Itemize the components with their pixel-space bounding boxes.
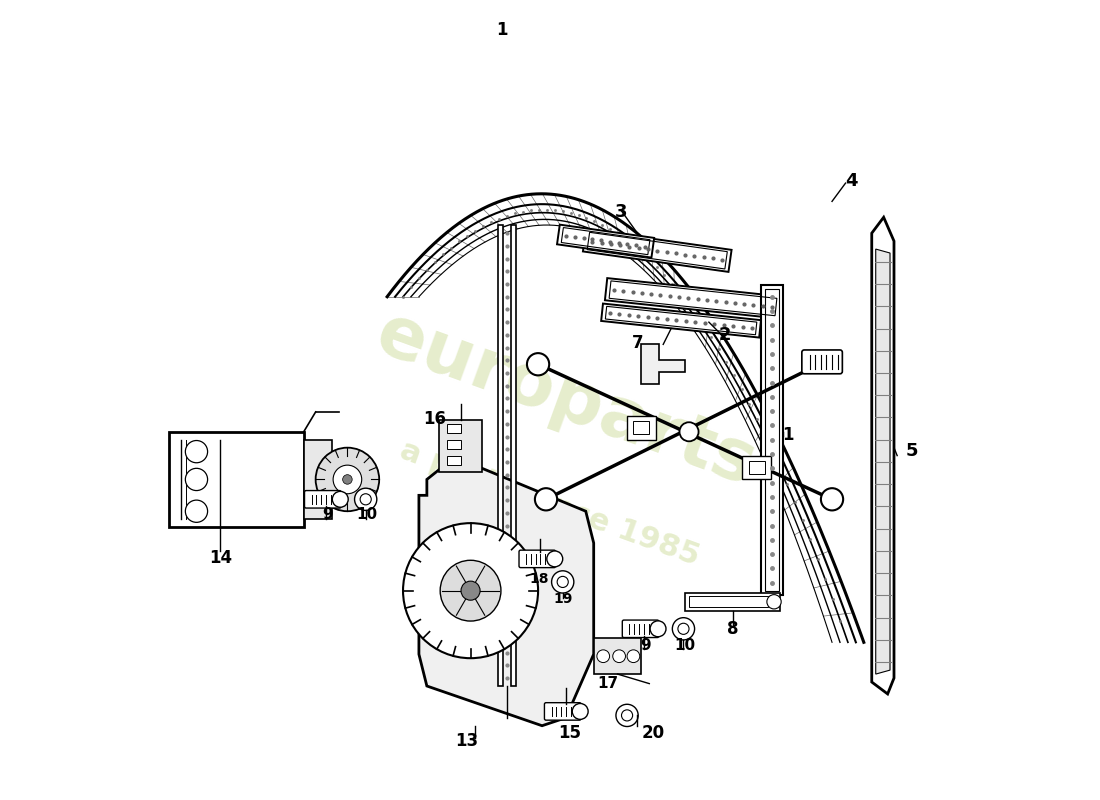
Circle shape [316, 448, 380, 511]
Circle shape [333, 465, 362, 494]
Text: 19: 19 [553, 591, 573, 606]
Text: 9: 9 [640, 638, 650, 654]
Circle shape [558, 576, 569, 587]
Text: 1: 1 [496, 21, 508, 38]
Polygon shape [876, 249, 890, 674]
Circle shape [461, 581, 480, 600]
Circle shape [551, 571, 574, 593]
Text: 15: 15 [559, 724, 582, 742]
Bar [634, 422, 649, 434]
Circle shape [680, 422, 698, 442]
Text: 9: 9 [322, 507, 333, 522]
Text: 8: 8 [727, 620, 738, 638]
Text: 10: 10 [356, 507, 377, 522]
Polygon shape [557, 225, 654, 258]
Bar [749, 461, 764, 474]
Circle shape [343, 474, 352, 484]
Circle shape [613, 650, 626, 662]
Circle shape [616, 704, 638, 726]
Text: 18: 18 [530, 572, 549, 586]
Circle shape [440, 560, 500, 621]
Circle shape [354, 488, 377, 510]
Text: 20: 20 [641, 724, 664, 742]
Circle shape [527, 353, 549, 375]
Circle shape [403, 523, 538, 658]
Text: 13: 13 [455, 731, 478, 750]
Circle shape [672, 618, 694, 640]
Bar [627, 416, 656, 440]
Polygon shape [602, 303, 761, 338]
FancyBboxPatch shape [544, 702, 581, 720]
Text: 4: 4 [846, 171, 858, 190]
Bar [498, 226, 503, 686]
Polygon shape [419, 463, 594, 726]
Bar [764, 289, 779, 590]
Circle shape [621, 710, 632, 721]
Bar [742, 456, 771, 479]
Text: 14: 14 [209, 549, 232, 567]
FancyBboxPatch shape [519, 550, 556, 568]
Text: 5: 5 [905, 442, 917, 460]
Bar [447, 440, 461, 450]
Bar [685, 593, 780, 610]
Bar [447, 424, 461, 434]
Bar [512, 226, 516, 686]
Circle shape [650, 621, 666, 637]
Circle shape [186, 441, 208, 462]
Text: 2: 2 [718, 326, 732, 345]
Bar [304, 440, 331, 519]
Polygon shape [872, 218, 894, 694]
Polygon shape [583, 230, 732, 272]
Circle shape [547, 551, 563, 567]
Text: 1: 1 [782, 426, 794, 444]
Circle shape [332, 491, 349, 507]
Bar [760, 285, 783, 594]
Bar [447, 456, 461, 465]
Text: 3: 3 [615, 203, 628, 222]
Circle shape [186, 500, 208, 522]
Polygon shape [641, 344, 685, 384]
Text: 16: 16 [424, 410, 447, 428]
Text: 7: 7 [631, 334, 644, 352]
Circle shape [627, 650, 640, 662]
FancyBboxPatch shape [802, 350, 843, 374]
Polygon shape [605, 278, 781, 318]
Circle shape [597, 650, 609, 662]
Text: a parts since 1985: a parts since 1985 [396, 435, 704, 571]
Circle shape [535, 488, 558, 510]
Circle shape [678, 623, 689, 634]
Text: 17: 17 [597, 675, 618, 690]
Circle shape [767, 594, 781, 609]
Circle shape [186, 468, 208, 490]
FancyBboxPatch shape [623, 620, 659, 638]
Circle shape [821, 488, 844, 510]
Circle shape [360, 494, 372, 505]
Bar [168, 432, 304, 527]
Circle shape [572, 703, 588, 719]
Bar [439, 420, 483, 471]
Bar [594, 638, 641, 674]
Text: 10: 10 [674, 638, 695, 654]
Text: europarts: europarts [366, 299, 766, 501]
FancyBboxPatch shape [305, 490, 341, 508]
Bar [689, 596, 769, 607]
